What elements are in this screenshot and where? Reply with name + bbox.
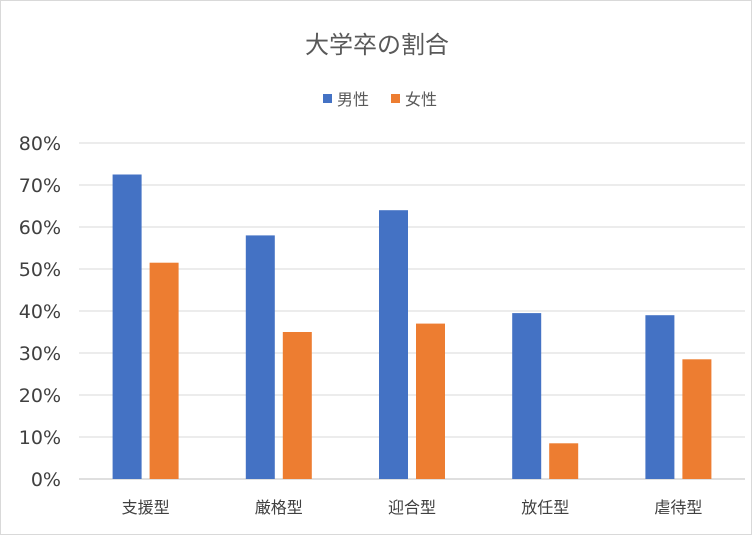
y-tick-label: 20% [19,385,61,407]
bar-male-0 [112,174,142,479]
chart-title: 大学卒の割合 [305,31,449,59]
y-tick-label: 50% [19,259,61,281]
x-category-label: 迎合型 [388,498,436,517]
y-tick-label: 80% [19,133,61,155]
x-category-label: 虐待型 [654,498,702,517]
gridlines [79,142,745,480]
x-category-label: 支援型 [122,498,170,517]
legend-swatch-female [391,94,400,103]
bar-female-0 [149,262,179,479]
bar-female-3 [549,443,579,479]
bars [112,174,712,479]
bar-male-3 [512,313,542,479]
y-tick-label: 0% [31,469,61,491]
y-tick-label: 60% [19,217,61,239]
x-category-label: 放任型 [521,498,569,517]
bar-female-2 [416,323,445,479]
y-tick-label: 30% [19,343,61,365]
bar-female-4 [682,359,712,479]
legend: 男性 女性 [323,90,437,109]
bar-female-1 [282,332,312,479]
x-category-label: 厳格型 [255,498,303,517]
y-tick-label: 40% [19,301,61,323]
bar-male-4 [645,315,675,479]
y-tick-label: 70% [19,175,61,197]
y-tick-label: 10% [19,427,61,449]
legend-swatch-male [323,94,332,103]
bar-male-2 [379,210,408,479]
bar-male-1 [245,235,275,479]
legend-label-female: 女性 [405,90,437,109]
x-axis: 支援型 厳格型 迎合型 放任型 虐待型 [122,498,703,517]
y-axis: 0% 10% 20% 30% 40% 50% 60% 70% 80% [19,133,61,491]
legend-label-male: 男性 [337,90,369,109]
